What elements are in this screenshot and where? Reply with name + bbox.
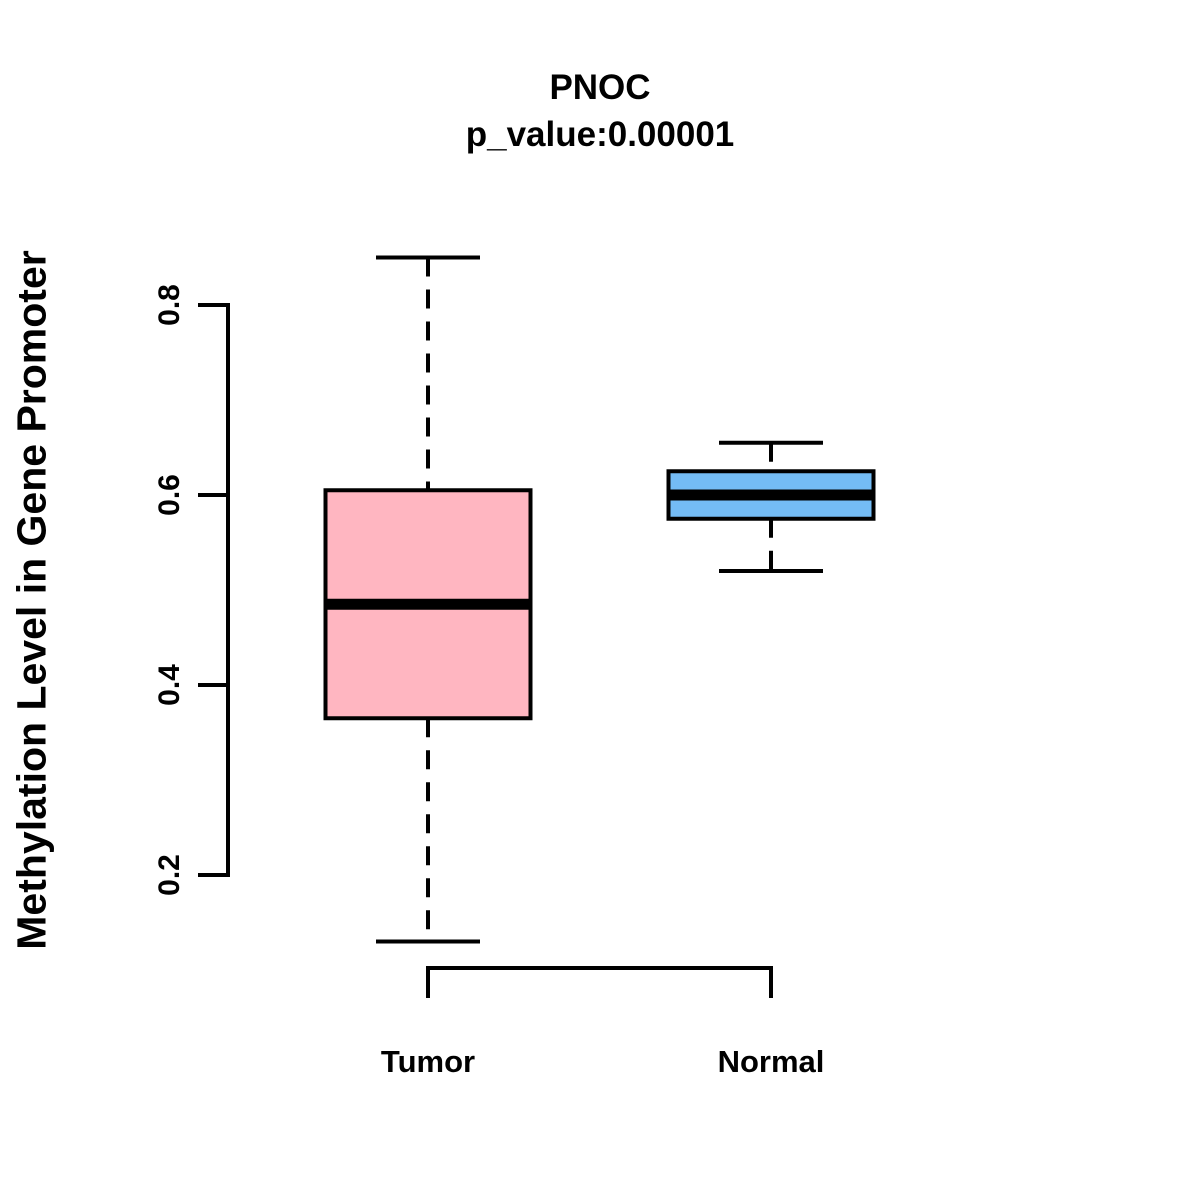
y-tick-label-0-8: 0.8 — [153, 284, 186, 326]
x-axis-bracket — [426, 966, 773, 998]
x-category-label-tumor: Tumor — [380, 1044, 476, 1079]
y-tick-label-0-6: 0.6 — [153, 474, 186, 516]
chart-subtitle: p_value:0.00001 — [465, 115, 735, 154]
chart-title: PNOC — [549, 68, 651, 107]
y-axis-label: Methylation Level in Gene Promoter — [8, 250, 55, 950]
y-tick-label-0-2: 0.2 — [153, 854, 186, 896]
x-category-label-normal: Normal — [717, 1044, 825, 1079]
y-tick-label-0-4: 0.4 — [153, 663, 186, 706]
